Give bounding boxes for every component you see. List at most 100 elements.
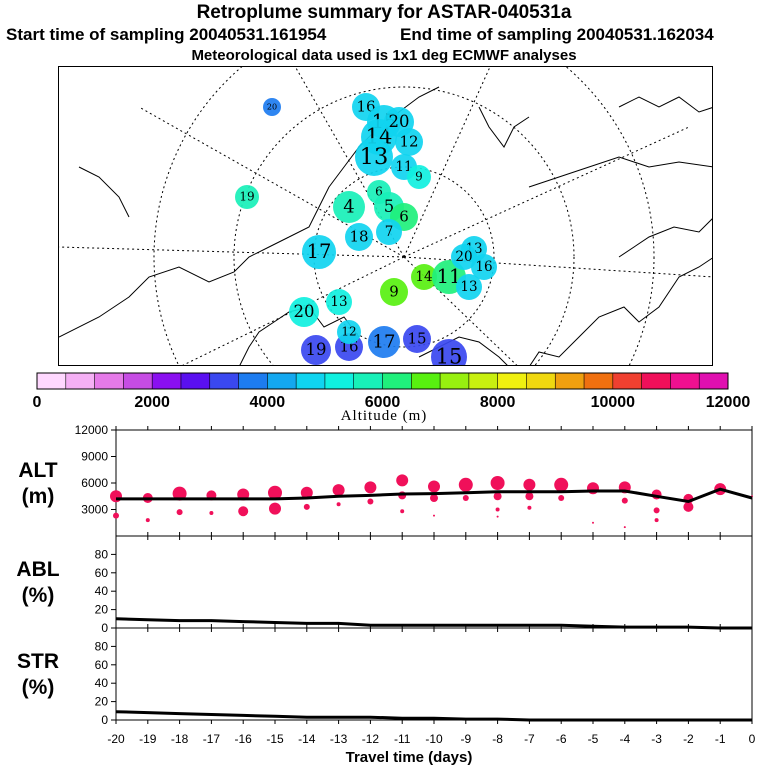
colorbar-swatch — [497, 373, 527, 389]
alt-point — [592, 521, 594, 524]
alt-point — [303, 503, 310, 510]
x-tick-label: -15 — [266, 732, 284, 746]
x-tick-label: -19 — [139, 732, 157, 746]
colorbar-swatch — [641, 373, 671, 389]
alt-point — [336, 502, 341, 507]
colorbar-tick: 4000 — [250, 394, 286, 410]
plume-dot — [431, 339, 467, 365]
plume-dot — [289, 297, 319, 327]
alt-point — [269, 502, 281, 515]
colorbar-swatch — [238, 373, 268, 389]
plume-dot — [380, 278, 408, 306]
series-line-alt — [116, 487, 753, 504]
plume-day-label: 6 — [375, 185, 383, 199]
alt-point — [462, 495, 469, 502]
panel-label-alt: (m) — [22, 485, 55, 508]
colorbar-swatch — [526, 373, 556, 389]
x-tick-label: -8 — [492, 732, 503, 746]
alt-point — [496, 515, 499, 518]
colorbar-swatch — [37, 373, 67, 389]
plume-day-label: 20 — [455, 249, 472, 265]
plume-dot — [395, 128, 423, 156]
alt-point — [209, 511, 214, 516]
alt-point — [683, 501, 694, 512]
plume-day-label: 15 — [407, 330, 426, 348]
plume-day-label: 17 — [373, 331, 396, 352]
alt-point — [458, 477, 473, 492]
alt-point — [367, 498, 374, 505]
plume-day-label: 9 — [389, 283, 399, 301]
map-canvas: 2016151413201211196546718172091411131516… — [59, 67, 712, 365]
x-tick-label: -17 — [203, 732, 221, 746]
y-tick-label: 80 — [95, 639, 109, 653]
met-data-label: Meteorological data used is 1x1 deg ECMW… — [191, 47, 577, 64]
plume-day-label: 13 — [460, 279, 477, 295]
panel-label-abl: (%) — [22, 584, 55, 607]
plume-dot — [235, 185, 259, 209]
alt-point — [176, 509, 183, 516]
alt-point — [523, 478, 536, 491]
time-series-panels: 3000 6000 9000 12000 ALT (m) 0 20 40 60 80 ABL (%) 0 2… — [16, 423, 756, 766]
plume-dot — [407, 165, 431, 189]
plume-day-label: 5 — [384, 197, 395, 216]
x-tick-label: -9 — [460, 732, 471, 746]
alt-point — [558, 495, 565, 502]
panel-label-str: (%) — [22, 676, 55, 699]
colorbar-swatch — [353, 373, 383, 389]
colorbar-swatch — [296, 373, 326, 389]
plume-markers: 2016151413201211196546718172091411131516… — [235, 93, 497, 365]
colorbar-swatch — [555, 373, 585, 389]
x-tick-label: -14 — [298, 732, 316, 746]
plume-day-label: 19 — [239, 190, 254, 204]
alt-point — [396, 474, 409, 487]
x-tick-label: -11 — [394, 732, 411, 746]
colorbar-swatch — [670, 373, 700, 389]
y-tick-label: 20 — [95, 603, 109, 617]
colorbar-tick: 10000 — [591, 394, 636, 410]
series-line-str — [115, 710, 752, 722]
colorbar-swatch — [324, 373, 355, 389]
alt-point — [238, 506, 249, 517]
plume-day-label: 20 — [389, 112, 410, 131]
alt-point — [172, 486, 187, 501]
y-tick-label: 60 — [95, 658, 109, 672]
x-tick-label: -18 — [171, 732, 189, 746]
x-tick-label: -13 — [330, 732, 348, 746]
retroplume-map: 2016151413201211196546718172091411131516… — [58, 66, 713, 366]
x-tick-label: -6 — [556, 732, 567, 746]
plume-day-label: 18 — [349, 228, 368, 246]
alt-point — [493, 492, 502, 501]
alt-point — [145, 518, 150, 523]
alt-point — [525, 492, 534, 501]
y-tick-label: 0 — [101, 713, 108, 727]
y-tick-label: 20 — [95, 695, 109, 709]
plume-day-label: 11 — [395, 159, 412, 175]
y-tick-label: 12000 — [75, 423, 109, 437]
plume-day-label: 6 — [399, 208, 409, 226]
y-tick-label: 60 — [95, 566, 109, 580]
colorbar-swatch — [382, 373, 412, 389]
plume-day-label: 16 — [475, 259, 492, 275]
colorbar-tick: 2000 — [134, 394, 170, 410]
plume-dot — [337, 320, 361, 344]
plume-dot — [333, 191, 365, 223]
panel-label-alt: ALT — [18, 459, 57, 482]
plume-dot — [345, 223, 373, 251]
x-tick-label: 0 — [749, 732, 756, 746]
alt-point — [400, 509, 405, 514]
y-tick-label: 80 — [95, 547, 109, 561]
colorbar-swatch — [267, 373, 297, 389]
plume-day-label: 20 — [294, 302, 315, 321]
plume-day-label: 19 — [306, 340, 327, 359]
colorbar-tick: 12000 — [706, 394, 751, 410]
x-tick-label: -4 — [619, 732, 630, 746]
plume-day-label: 11 — [437, 265, 462, 288]
colorbar-swatch — [468, 373, 499, 389]
start-time-label: Start time of sampling 20040531.161954 — [6, 25, 327, 44]
colorbar-swatch — [123, 373, 153, 389]
x-tick-label: -2 — [683, 732, 694, 746]
y-tick-label: 3000 — [81, 503, 108, 517]
plume-day-label: 13 — [360, 144, 389, 170]
y-tick-label: 40 — [95, 584, 109, 598]
colorbar-swatch — [612, 373, 643, 389]
